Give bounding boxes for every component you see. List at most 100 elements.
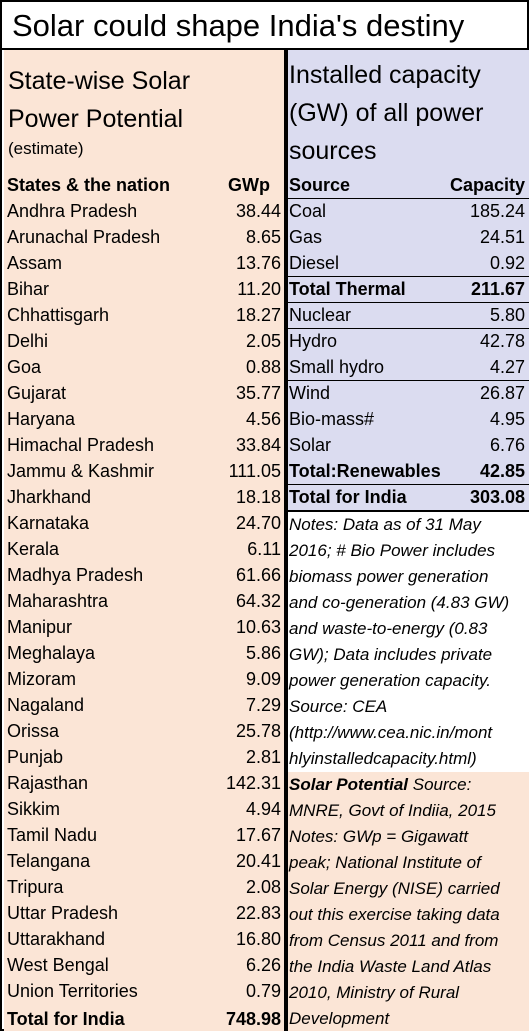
- capacity-value: 4.27: [489, 357, 525, 377]
- notes-line: Notes: Data as of 31 May: [289, 515, 481, 534]
- state-name: Mizoram: [7, 669, 77, 689]
- capacity-value: 26.87: [479, 383, 525, 403]
- state-row: Karnataka 24.70: [4, 510, 284, 536]
- capacity-row: Coal 185.24: [288, 198, 529, 224]
- installed-capacity-heading: Installed capacity (GW) of all power sou…: [289, 56, 483, 170]
- state-gwp-value: 24.70: [235, 513, 281, 533]
- state-row: Uttarakhand 16.80: [4, 926, 284, 952]
- capacity-row: Wind 26.87: [288, 380, 529, 406]
- capacity-value: 6.76: [489, 435, 525, 455]
- heading-subtitle: (estimate): [8, 139, 84, 158]
- capacity-row: Total:Renewables 42.85: [288, 458, 529, 484]
- column-header-state: States & the nation: [7, 175, 171, 195]
- state-row: Arunachal Pradesh 8.65: [4, 224, 284, 250]
- state-gwp-value: 4.56: [245, 409, 281, 429]
- state-name: Orissa: [7, 721, 60, 741]
- state-gwp-value: 18.18: [235, 487, 281, 507]
- capacity-notes: Notes: Data as of 31 May 2016; # Bio Pow…: [289, 512, 529, 694]
- state-gwp-value: 2.08: [245, 877, 281, 897]
- row-rule: [288, 302, 529, 303]
- solar-notes-line: MNRE, Govt of Indiia, 2015: [289, 801, 496, 820]
- source-name: Coal: [289, 201, 327, 221]
- state-row: Telangana 20.41: [4, 848, 284, 874]
- capacity-row: Small hydro 4.27: [288, 354, 529, 380]
- source-name: Gas: [289, 227, 323, 247]
- state-name: Karnataka: [7, 513, 90, 533]
- state-name: Assam: [7, 253, 63, 273]
- state-name: Manipur: [7, 617, 73, 637]
- notes-line: and co-generation (4.83 GW): [289, 593, 510, 612]
- capacity-table-header: Source Capacity: [288, 172, 529, 198]
- state-gwp-value: 35.77: [235, 383, 281, 403]
- state-row: Andhra Pradesh 38.44: [4, 198, 284, 224]
- state-row: Goa 0.88: [4, 354, 284, 380]
- state-row: Bihar 11.20: [4, 276, 284, 302]
- capacity-source: Source: CEA (http://www.cea.nic.in/mont …: [289, 694, 529, 772]
- column-header-source: Source: [289, 175, 351, 195]
- state-gwp-value: 38.44: [235, 201, 281, 221]
- capacity-value: 4.95: [489, 409, 525, 429]
- state-name: Sikkim: [7, 799, 60, 819]
- heading-line: Power Potential: [8, 105, 184, 133]
- source-name: Nuclear: [289, 305, 352, 325]
- state-gwp-value: 2.05: [245, 331, 281, 351]
- state-gwp-value: 13.76: [235, 253, 281, 273]
- capacity-row: Diesel 0.92: [288, 250, 529, 276]
- heading-line: Installed capacity: [289, 61, 481, 89]
- state-name: Andhra Pradesh: [7, 201, 138, 221]
- state-row: Maharashtra 64.32: [4, 588, 284, 614]
- state-row: Orissa 25.78: [4, 718, 284, 744]
- state-total-label: Total for India: [7, 1009, 125, 1029]
- state-gwp-value: 64.32: [235, 591, 281, 611]
- state-gwp-value: 20.41: [235, 851, 281, 871]
- capacity-row: Gas 24.51: [288, 224, 529, 250]
- capacity-value: 303.08: [469, 487, 525, 507]
- capacity-value: 24.51: [479, 227, 525, 247]
- state-gwp-value: 11.20: [237, 279, 281, 299]
- source-name: Hydro: [289, 331, 338, 351]
- solar-source-rest: Source:: [408, 775, 472, 794]
- state-gwp-value: 33.84: [235, 435, 281, 455]
- state-row: Uttar Pradesh 22.83: [4, 900, 284, 926]
- source-name: Total Thermal: [289, 279, 406, 299]
- capacity-value: 0.92: [489, 253, 525, 273]
- heading-line: (GW) of all power: [289, 99, 484, 127]
- state-name: Rajasthan: [7, 773, 89, 793]
- state-potential-panel: State-wise Solar Power Potential (estima…: [4, 50, 284, 1031]
- state-gwp-value: 25.78: [235, 721, 281, 741]
- state-row: Gujarat 35.77: [4, 380, 284, 406]
- state-row: Sikkim 4.94: [4, 796, 284, 822]
- state-name: Union Territories: [7, 981, 138, 1001]
- installed-capacity-panel: Installed capacity (GW) of all power sou…: [288, 50, 529, 1031]
- state-name: Uttarakhand: [7, 929, 106, 949]
- row-rule: [288, 510, 529, 512]
- solar-notes-line: from Census 2011 and from: [289, 931, 499, 950]
- state-name: West Bengal: [7, 955, 109, 975]
- state-table-header: States & the nation GWp: [4, 172, 284, 198]
- solar-source-line: Solar Potential Source:: [289, 772, 529, 798]
- capacity-row: Total for India 303.08: [288, 484, 529, 510]
- state-gwp-value: 6.11: [247, 539, 281, 559]
- capacity-value: 42.85: [479, 461, 525, 481]
- row-rule: [288, 276, 529, 277]
- state-row: West Bengal 6.26: [4, 952, 284, 978]
- state-row: Chhattisgarh 18.27: [4, 302, 284, 328]
- solar-source-bold: Solar Potential: [289, 775, 409, 794]
- state-row: Union Territories 0.79: [4, 978, 284, 1004]
- heading-line: State-wise Solar: [8, 67, 191, 95]
- state-gwp-value: 7.29: [245, 695, 281, 715]
- solar-notes-line: Solar Energy (NISE) carried: [289, 879, 500, 898]
- state-gwp-value: 6.26: [245, 955, 281, 975]
- state-name: Punjab: [7, 747, 64, 767]
- solar-potential-notes-block: Solar Potential Source: MNRE, Govt of In…: [288, 772, 529, 1031]
- state-row: Assam 13.76: [4, 250, 284, 276]
- state-gwp-value: 2.81: [245, 747, 281, 767]
- solar-notes-line: the India Waste Land Atlas: [289, 957, 492, 976]
- state-potential-heading: State-wise Solar Power Potential (estima…: [8, 62, 190, 160]
- state-gwp-value: 9.09: [245, 669, 281, 689]
- state-gwp-value: 0.79: [245, 981, 281, 1001]
- header-rule: [288, 198, 529, 199]
- source-line: (http://www.cea.nic.in/mont: [289, 723, 493, 742]
- capacity-value: 185.24: [469, 201, 525, 221]
- state-gwp-value: 22.83: [235, 903, 281, 923]
